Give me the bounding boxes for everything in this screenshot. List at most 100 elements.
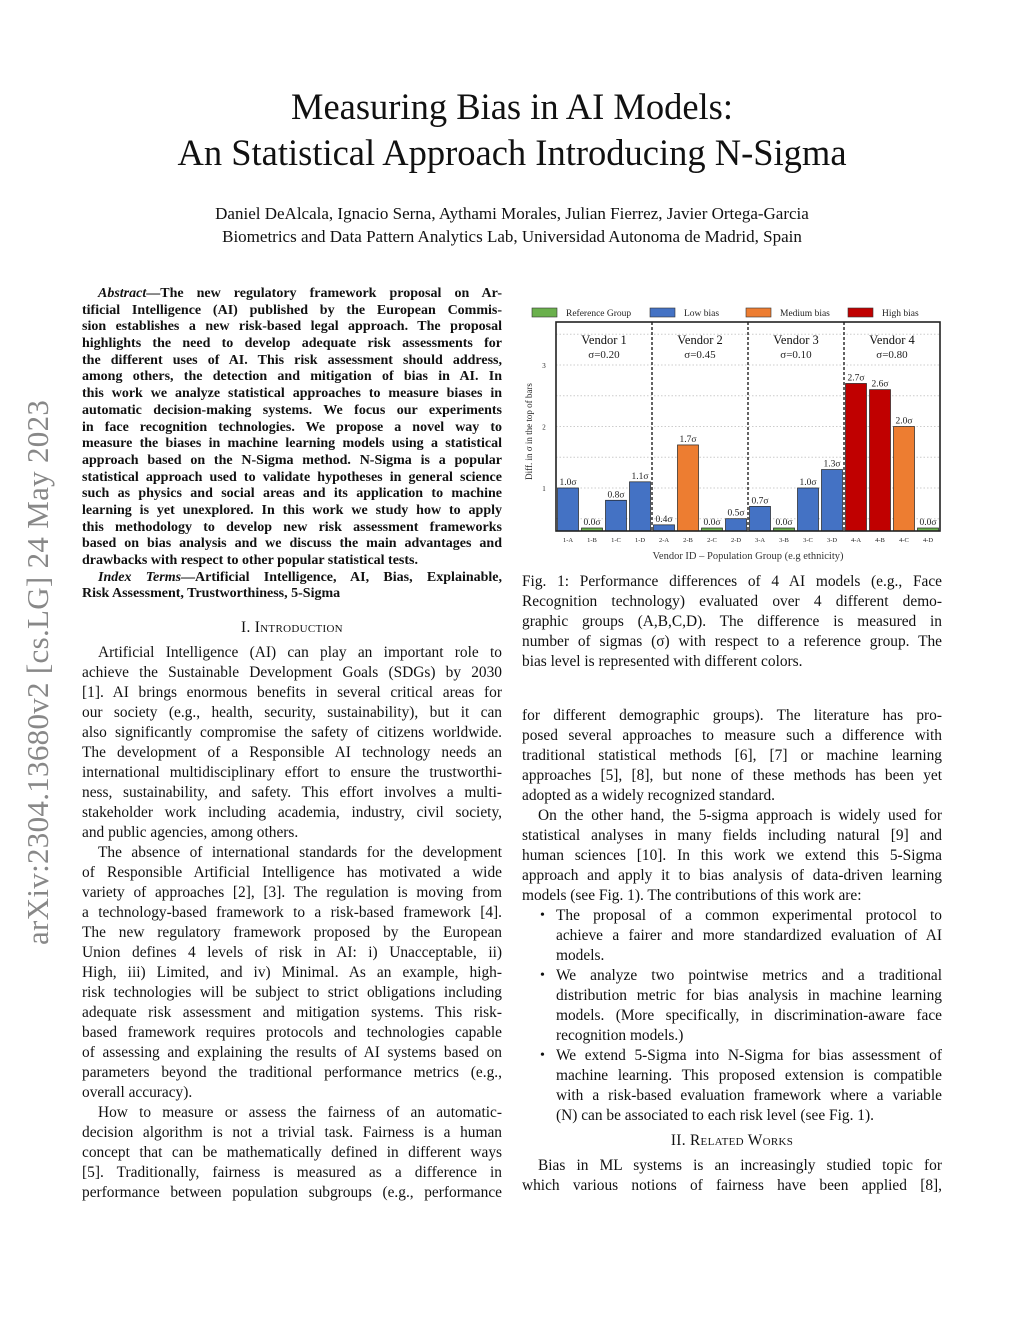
bullet-icon: • bbox=[540, 908, 545, 923]
abstract-text: tificial Intelligence (AI) published by … bbox=[82, 302, 502, 318]
bar-4-C bbox=[893, 426, 915, 532]
legend-swatch-low bbox=[649, 307, 676, 318]
bar-label-1-C: 0.8σ bbox=[608, 490, 625, 500]
y-tick-label: 2 bbox=[542, 424, 546, 432]
paragraph: for different demographic groups). The l… bbox=[522, 706, 942, 806]
x-tick-label: 2-A bbox=[659, 537, 669, 544]
text-line: Union defines 4 levels of risk in AI: i)… bbox=[82, 944, 502, 961]
text-line: number of sigmas (σ) with respect to a r… bbox=[522, 633, 942, 650]
text-line: automatic decision-making systems. We fo… bbox=[82, 403, 502, 420]
vendor-sigma: σ=0.10 bbox=[780, 349, 812, 361]
text-line: international multidisciplinary effort t… bbox=[82, 764, 502, 781]
text-line: Bias in ML systems is an increasingly st… bbox=[538, 1157, 942, 1174]
paragraph: How to measure or assess the fairness of… bbox=[82, 1103, 502, 1203]
title-line-1: Measuring Bias in AI Models: bbox=[290, 86, 734, 127]
bar-4-B bbox=[869, 389, 891, 532]
paragraph: The absence of international standards f… bbox=[82, 843, 502, 1103]
text-line: of assessing and explaining the results … bbox=[82, 1044, 502, 1061]
bar-label-4-D: 0.0σ bbox=[920, 518, 937, 528]
text-line: this methodology to develop new risk ass… bbox=[82, 520, 502, 537]
text-line: which various notions of fairness have b… bbox=[522, 1177, 942, 1194]
author-names: Daniel DeAlcala, Ignacio Serna, Aythami … bbox=[215, 204, 809, 223]
x-tick-label: 1-D bbox=[635, 537, 645, 544]
abstract: Abstract—The new regulatory framework pr… bbox=[82, 286, 502, 603]
paragraph: Artificial Intelligence (AI) can play an… bbox=[82, 643, 502, 843]
intro-body: Artificial Intelligence (AI) can play an… bbox=[82, 643, 502, 1203]
abstract-text: highlights the need to develop adequate … bbox=[82, 336, 502, 352]
bar-3-A bbox=[749, 506, 771, 532]
bar-4-A bbox=[845, 383, 867, 532]
bar-3-C bbox=[797, 487, 819, 532]
legend-label-med: Medium bias bbox=[780, 309, 830, 319]
index-terms-text: Risk Assessment, Trustworthiness, 5-Sigm… bbox=[82, 586, 341, 602]
text-line: based framework requires protocols and t… bbox=[82, 1024, 502, 1041]
abstract-text: the different uses of AI. This risk asse… bbox=[82, 352, 502, 368]
x-tick-label: 4-B bbox=[875, 537, 885, 544]
x-tick-label: 4-A bbox=[851, 537, 861, 544]
legend-label-ref: Reference Group bbox=[566, 308, 631, 319]
x-tick-label: 2-D bbox=[731, 537, 741, 544]
bar-2-A bbox=[653, 524, 675, 532]
text-line: The proposal of a common experimental pr… bbox=[556, 907, 942, 924]
text-line: drawbacks with respect to other popular … bbox=[82, 553, 502, 570]
abstract-text: based on bias analysis and we discuss th… bbox=[82, 536, 502, 552]
x-tick-label: 1-B bbox=[587, 537, 597, 544]
legend-label-low: Low bias bbox=[684, 309, 719, 319]
text-line: among others, the detection and mitigati… bbox=[82, 369, 502, 386]
x-tick-label: 3-B bbox=[779, 537, 789, 544]
text-line: High, iii) Limited, and iv) Minimal. As … bbox=[82, 964, 502, 981]
text-line: of Responsible Artificial Intelligence h… bbox=[82, 864, 502, 881]
paragraph: On the other hand, the 5-sigma approach … bbox=[522, 806, 942, 906]
vendor-name: Vendor 2 bbox=[677, 333, 722, 347]
text-line: machine learning. This proposed extensio… bbox=[556, 1067, 942, 1084]
text-line: [1]. AI brings enormous benefits in seve… bbox=[82, 684, 502, 701]
x-tick-label: 3-A bbox=[755, 537, 765, 544]
text-line: [5]. Traditionally, fairness is measured… bbox=[82, 1164, 502, 1181]
bar-label-1-D: 1.1σ bbox=[632, 472, 649, 482]
list-item: • The proposal of a common experimental p… bbox=[522, 906, 942, 966]
text-line: Fig. 1: Performance differences of 4 AI … bbox=[522, 573, 942, 590]
bar-label-3-B: 0.0σ bbox=[776, 518, 793, 528]
bar-label-3-D: 1.3σ bbox=[824, 460, 841, 470]
text-line: tificial Intelligence (AI) published by … bbox=[82, 303, 502, 320]
text-line: approach based on the N-Sigma method. N-… bbox=[82, 453, 502, 470]
x-tick-label: 2-C bbox=[707, 537, 717, 544]
x-tick-label: 3-D bbox=[827, 537, 837, 544]
bar-label-2-D: 0.5σ bbox=[728, 509, 745, 519]
abstract-text: —The new regulatory framework proposal o… bbox=[146, 286, 502, 301]
y-axis-label: Diff. in σ in the top of bars bbox=[524, 383, 534, 480]
bar-1-C bbox=[605, 499, 627, 532]
abstract-text: this methodology to develop new risk ass… bbox=[82, 519, 502, 535]
abstract-text: this work we analyze statistical approac… bbox=[82, 386, 502, 402]
abstract-text: in face recognition technologies. We pro… bbox=[82, 419, 502, 435]
text-line: parameters beyond the traditional perfor… bbox=[82, 1064, 502, 1081]
text-line: decision algorithm is not a trivial task… bbox=[82, 1124, 502, 1141]
legend-swatch-high bbox=[847, 307, 874, 318]
vendor-name: Vendor 3 bbox=[773, 333, 818, 347]
text-line: statistical approach used to validate hy… bbox=[82, 470, 502, 487]
x-tick-label: 1-C bbox=[611, 537, 621, 544]
section-heading-introduction: I. Introduction bbox=[241, 619, 343, 636]
arxiv-identifier: arXiv:2304.13680v2 [cs.LG] 24 May 2023 bbox=[20, 399, 55, 945]
bar-label-1-B: 0.0σ bbox=[584, 518, 601, 528]
abstract-text: approach based on the N-Sigma method. N-… bbox=[82, 452, 502, 468]
text-line: achieve a fairer and more standardized e… bbox=[556, 927, 942, 944]
index-terms-text: —Artificial Intelligence, AI, Bias, Expl… bbox=[181, 569, 502, 585]
abstract-text: drawbacks with respect to other popular … bbox=[82, 553, 418, 568]
text-line: achieve the Sustainable Development Goal… bbox=[82, 664, 502, 681]
vendor-sigma: σ=0.80 bbox=[876, 349, 908, 361]
bar-1-D bbox=[629, 481, 651, 532]
text-line: The absence of international standards f… bbox=[98, 844, 502, 861]
text-line: recognition models.) bbox=[556, 1027, 684, 1044]
text-line: variety of approaches [2], [3]. The regu… bbox=[82, 884, 502, 901]
plot-frame bbox=[555, 321, 941, 532]
x-tick-label: 4-C bbox=[899, 537, 909, 544]
text-line: overall accuracy). bbox=[82, 1084, 193, 1101]
text-line: The new regulatory framework proposed by… bbox=[82, 924, 502, 941]
text-line: based on bias analysis and we discuss th… bbox=[82, 536, 502, 553]
text-line: human sciences [10]. In this work we ext… bbox=[522, 847, 942, 864]
text-line: We analyze two pointwise metrics and a t… bbox=[556, 967, 942, 984]
text-line: adequate risk assessment and mitigation … bbox=[82, 1004, 502, 1021]
index-terms-label: Index Terms bbox=[98, 569, 182, 585]
bar-label-3-A: 0.7σ bbox=[752, 496, 769, 506]
